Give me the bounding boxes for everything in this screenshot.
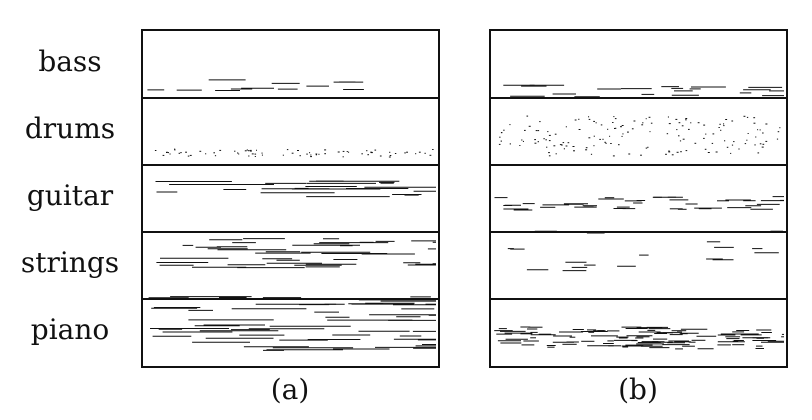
piano-roll-panel-b bbox=[489, 29, 788, 368]
piano-roll-panel-a bbox=[141, 29, 440, 368]
panel-caption-b: (b) bbox=[618, 373, 658, 406]
track-label-guitar: guitar bbox=[26, 179, 114, 212]
piano-roll-a-canvas bbox=[143, 79, 438, 351]
track-label-drums: drums bbox=[24, 112, 116, 145]
track-label-bass: bass bbox=[38, 45, 102, 78]
panel-caption-a: (a) bbox=[270, 373, 310, 406]
track-label-piano: piano bbox=[30, 313, 110, 346]
piano-roll-b-canvas bbox=[491, 84, 786, 350]
track-label-strings: strings bbox=[20, 246, 120, 279]
